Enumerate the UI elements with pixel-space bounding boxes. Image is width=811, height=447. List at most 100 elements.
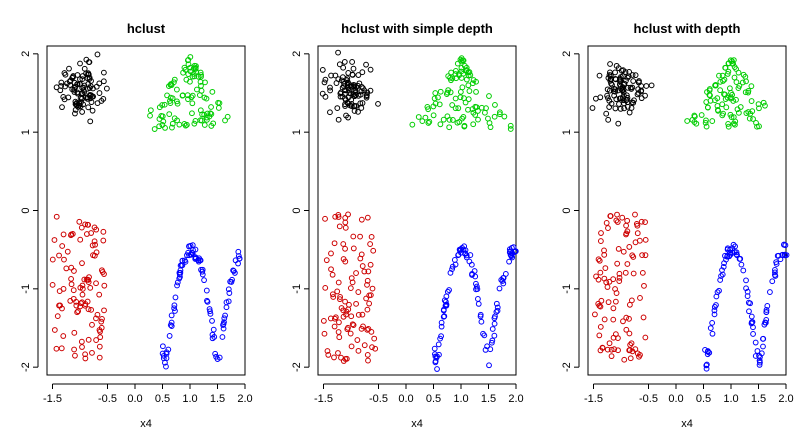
x-tick-label: 1.5 (481, 393, 496, 405)
data-point (56, 252, 62, 259)
data-point (83, 276, 90, 283)
data-point (502, 271, 509, 277)
data-point (592, 311, 598, 318)
data-point (167, 322, 174, 329)
data-point (616, 95, 623, 102)
data-point (168, 82, 175, 89)
data-point (72, 352, 78, 359)
data-point (608, 100, 615, 107)
data-point (319, 66, 326, 73)
data-point (91, 252, 98, 259)
data-point (176, 269, 183, 276)
data-point (357, 233, 363, 240)
data-point (56, 302, 62, 309)
data-point (322, 76, 329, 83)
data-point (191, 120, 198, 127)
data-point (60, 285, 67, 292)
data-point (624, 261, 631, 267)
data-point (598, 230, 604, 236)
data-point (71, 346, 77, 353)
x-axis-title: x4 (681, 418, 693, 430)
data-point (204, 110, 211, 117)
data-point (342, 298, 348, 305)
data-point (625, 84, 631, 91)
data-point (84, 298, 91, 305)
data-point (743, 277, 749, 284)
data-point (626, 301, 633, 308)
data-point (614, 219, 621, 225)
data-point (607, 61, 613, 67)
data-point (473, 286, 479, 293)
data-point (589, 105, 596, 111)
data-point (196, 92, 203, 99)
data-point (684, 118, 691, 124)
data-point (475, 296, 481, 302)
data-point (97, 334, 104, 341)
data-point (335, 279, 342, 286)
data-point (71, 268, 77, 274)
data-point (344, 84, 351, 91)
data-point (363, 61, 369, 68)
data-point (348, 275, 355, 281)
data-point (489, 326, 496, 332)
data-point (460, 70, 467, 77)
data-point (487, 346, 494, 353)
data-point (624, 74, 631, 81)
x-tick-label: -1.5 (314, 393, 333, 405)
data-point (463, 76, 470, 83)
data-point (595, 256, 602, 263)
data-point (342, 258, 349, 265)
data-point (491, 320, 498, 327)
data-point (325, 351, 332, 358)
data-point (335, 329, 342, 335)
data-point (320, 317, 327, 324)
data-point (762, 319, 769, 326)
data-point (444, 89, 451, 96)
data-point (163, 363, 169, 370)
data-point (66, 65, 72, 72)
data-point (746, 308, 752, 315)
data-point (763, 307, 770, 313)
y-tick-label: 0 (20, 207, 32, 213)
data-point (335, 211, 342, 218)
data-point (627, 347, 633, 354)
data-point (631, 97, 637, 104)
data-point (79, 109, 86, 115)
data-point (365, 326, 372, 332)
data-point (355, 289, 362, 295)
data-point (509, 254, 516, 261)
data-point (355, 72, 362, 78)
data-point (719, 267, 725, 274)
data-point (491, 315, 498, 322)
data-point (471, 268, 478, 274)
x-tick-label: 2.0 (237, 393, 252, 405)
x-tick-label: 0.0 (127, 393, 142, 405)
data-point (331, 354, 337, 361)
data-point (100, 95, 107, 102)
data-point (188, 251, 195, 258)
x-tick-label: 2.0 (508, 393, 523, 405)
data-point (193, 63, 199, 69)
data-point (597, 238, 604, 244)
data-point (475, 108, 481, 114)
data-point (425, 120, 432, 126)
data-point (446, 124, 453, 131)
data-point (101, 282, 108, 289)
data-point (711, 304, 718, 310)
data-point (226, 290, 233, 296)
data-point (84, 221, 91, 228)
data-point (608, 80, 614, 87)
data-point (60, 94, 67, 100)
data-point (82, 355, 89, 362)
data-point (71, 329, 78, 336)
data-point (623, 230, 630, 237)
data-point (58, 345, 65, 352)
data-point (327, 109, 333, 116)
data-point (435, 341, 442, 348)
data-point (494, 304, 501, 311)
data-point (596, 72, 603, 79)
data-point (331, 323, 338, 330)
data-point (358, 216, 365, 223)
data-point (189, 73, 196, 80)
